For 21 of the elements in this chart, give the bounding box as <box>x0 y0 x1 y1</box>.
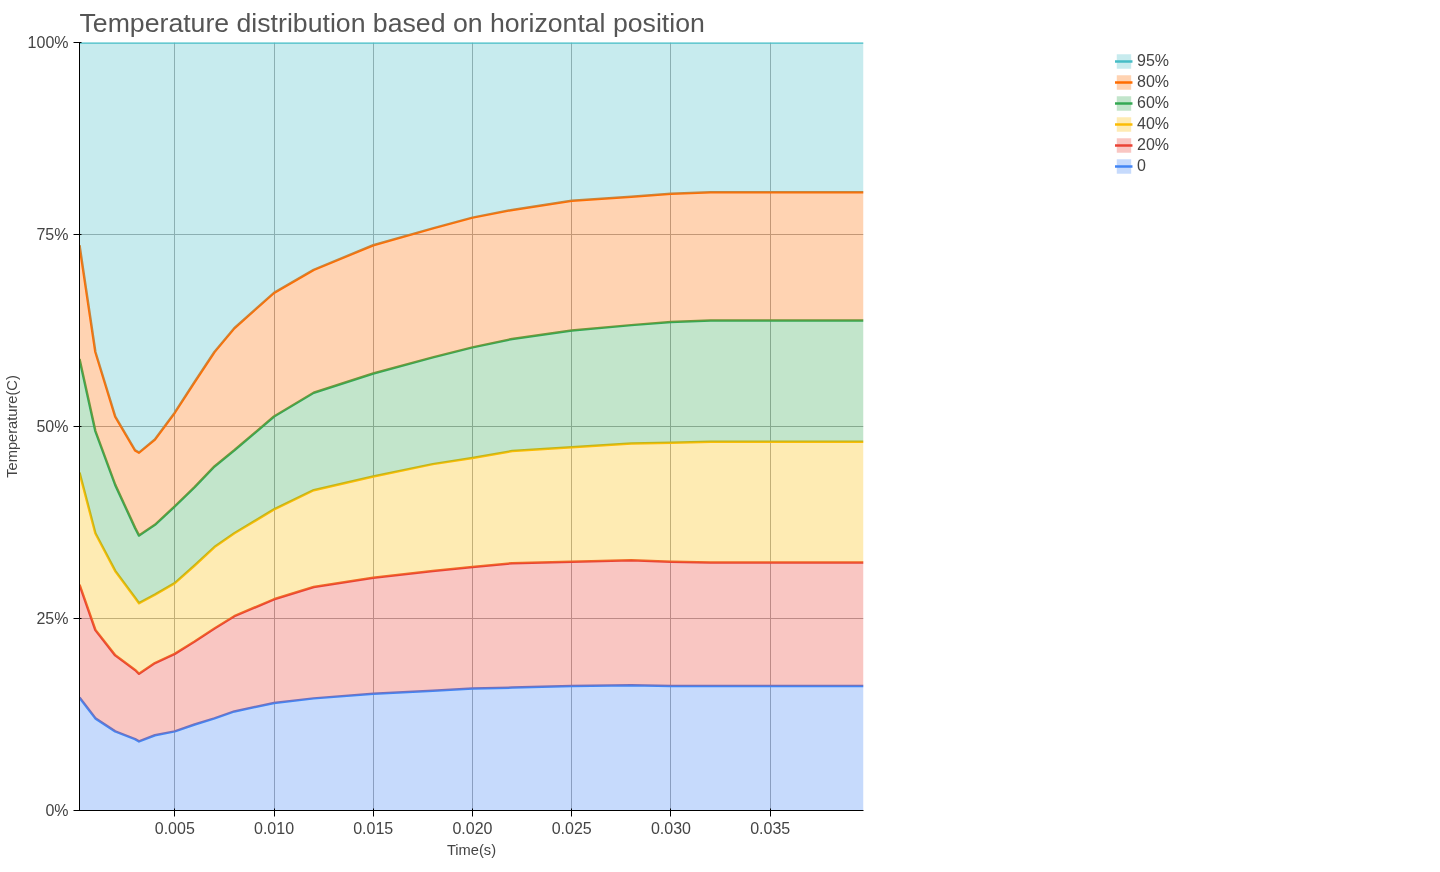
legend-label: 95% <box>1136 52 1170 70</box>
legend-label: 60% <box>1136 94 1170 112</box>
y-axis-title: Temperature(C) <box>3 375 20 478</box>
x-tick-label: 0.035 <box>750 819 791 837</box>
legend-label: 20% <box>1136 136 1170 154</box>
x-tick-label: 0.025 <box>551 819 592 837</box>
legend-label: 40% <box>1136 115 1170 133</box>
x-tick-label: 0.005 <box>154 819 195 837</box>
y-tick-label: 50% <box>36 418 69 435</box>
y-tick-label: 25% <box>36 610 69 627</box>
legend-label: 80% <box>1136 73 1170 91</box>
x-tick-label: 0.020 <box>452 819 493 837</box>
x-tick-label: 0.015 <box>353 819 394 837</box>
x-tick-label: 0.030 <box>650 819 692 837</box>
legend-label: 0 <box>1136 157 1147 175</box>
x-tick-label: 0.010 <box>253 819 295 837</box>
x-axis-title: Time(s) <box>446 841 497 858</box>
y-tick-label: 75% <box>36 226 69 243</box>
y-tick-label: 100% <box>27 34 69 51</box>
chart-title: Temperature distribution based on horizontal position <box>79 7 705 38</box>
y-tick-label: 0% <box>45 802 69 819</box>
